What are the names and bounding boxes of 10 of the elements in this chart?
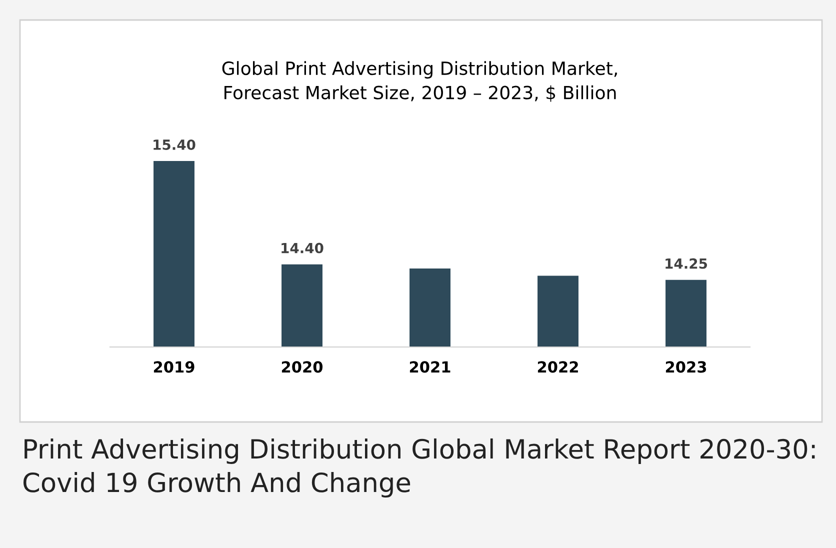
text: Print Advertising Distribution Global Market Report 2020-30: Covid 19 Growth And Change xyxy=(23,438,815,498)
data-label: 15.40 xyxy=(154,139,196,150)
x-tick-label: 2022 xyxy=(538,361,578,373)
x-tick-label: 2019 xyxy=(154,361,194,373)
x-tick-label: 2020 xyxy=(282,361,323,373)
chart-title: Global Print Advertising Distribution Market, Forecast Market Size, 2019 – 2023, $ Billion xyxy=(222,61,617,102)
x-tick-label: 2021 xyxy=(410,361,450,373)
data-label: 14.40 xyxy=(282,242,324,254)
data-label: 14.25 xyxy=(666,258,707,269)
x-tick-label: 2023 xyxy=(666,361,706,373)
